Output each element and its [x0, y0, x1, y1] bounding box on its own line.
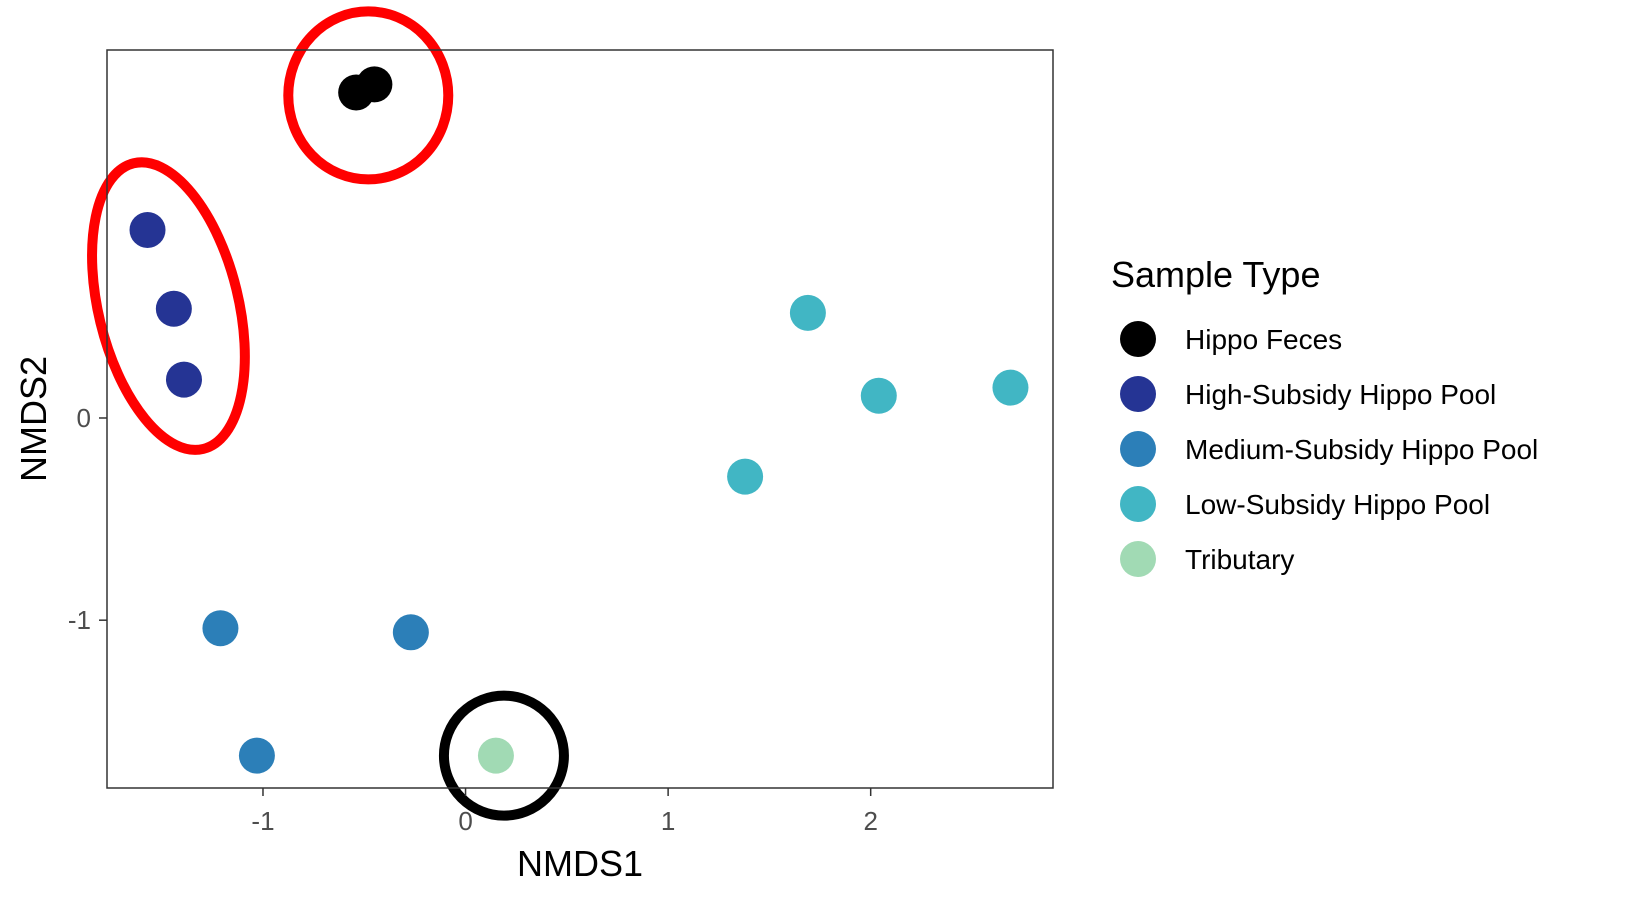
y-tick-label: -1 — [68, 605, 91, 635]
legend-key — [1120, 541, 1156, 577]
x-tick-label: 0 — [458, 806, 472, 836]
data-point — [392, 614, 429, 651]
legend-label: High-Subsidy Hippo Pool — [1185, 379, 1496, 410]
y-tick-label: 0 — [77, 403, 91, 433]
legend-label: Tributary — [1185, 544, 1294, 575]
annotation-ellipse — [283, 6, 454, 185]
data-point — [338, 74, 375, 111]
data-point — [727, 458, 764, 495]
annotations-layer — [87, 6, 569, 821]
x-tick-label: 1 — [661, 806, 675, 836]
legend-label: Medium-Subsidy Hippo Pool — [1185, 434, 1538, 465]
legend-key — [1120, 321, 1156, 357]
legend: Sample Type Hippo Feces High-Subsidy Hipp… — [1111, 254, 1538, 577]
legend-key — [1120, 431, 1156, 467]
annotation-ellipse — [87, 157, 250, 455]
data-point — [129, 211, 166, 248]
points-layer — [129, 66, 1029, 774]
legend-items: Hippo Feces High-Subsidy Hippo Pool Medium… — [1120, 321, 1538, 577]
data-point — [992, 369, 1029, 406]
x-axis-title: NMDS1 — [517, 843, 643, 884]
legend-key — [1120, 486, 1156, 522]
data-point — [165, 361, 202, 398]
panel-background — [107, 50, 1053, 788]
data-point — [155, 290, 192, 327]
axes-layer: -1 0 1 2 -1 0 — [68, 403, 878, 836]
data-point — [202, 610, 239, 647]
data-point — [477, 737, 514, 774]
legend-label: Low-Subsidy Hippo Pool — [1185, 489, 1490, 520]
x-tick-label: 2 — [863, 806, 877, 836]
x-tick-label: -1 — [251, 806, 274, 836]
legend-label: Hippo Feces — [1185, 324, 1342, 355]
y-axis-title: NMDS2 — [13, 356, 54, 482]
data-point — [789, 294, 826, 331]
panel-border — [106, 49, 1054, 789]
legend-key — [1120, 376, 1156, 412]
annotation-ellipse — [438, 690, 569, 821]
legend-title: Sample Type — [1111, 254, 1320, 295]
data-point — [860, 377, 897, 414]
data-point — [238, 737, 275, 774]
